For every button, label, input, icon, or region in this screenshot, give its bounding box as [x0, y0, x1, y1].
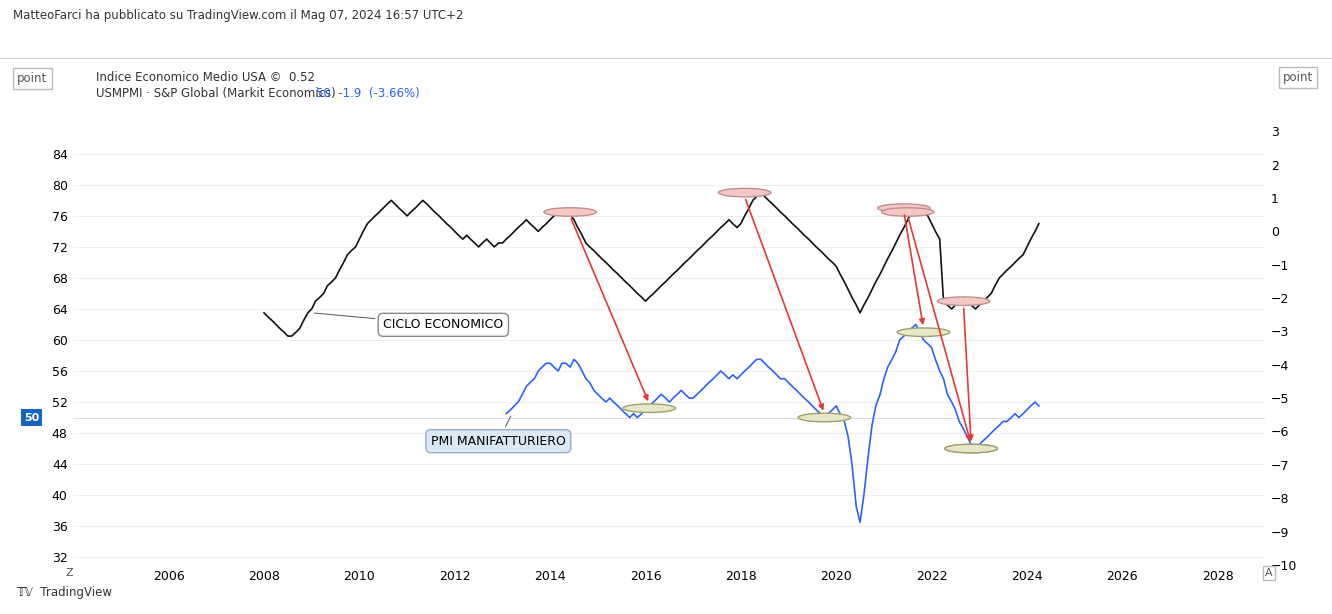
Text: 50: 50 — [24, 413, 39, 422]
Circle shape — [938, 297, 990, 305]
Circle shape — [882, 208, 934, 216]
Text: point: point — [17, 72, 48, 85]
Circle shape — [944, 445, 998, 453]
Circle shape — [898, 328, 950, 336]
Text: MatteoFarci ha pubblicato su TradingView.com il Mag 07, 2024 16:57 UTC+2: MatteoFarci ha pubblicato su TradingView… — [13, 9, 464, 22]
Circle shape — [718, 188, 771, 197]
Text: A: A — [1265, 568, 1273, 578]
Text: 50  -1.9  (-3.66%): 50 -1.9 (-3.66%) — [316, 87, 420, 100]
Text: USMPMI · S&P Global (Markit Economics): USMPMI · S&P Global (Markit Economics) — [96, 87, 340, 100]
Circle shape — [623, 404, 675, 413]
Circle shape — [543, 208, 597, 216]
Text: PMI MANIFATTURIERO: PMI MANIFATTURIERO — [432, 416, 566, 448]
Text: Indice Economico Medio USA ©  0.52: Indice Economico Medio USA © 0.52 — [96, 71, 314, 84]
Text: Z: Z — [65, 568, 73, 578]
Circle shape — [944, 445, 998, 453]
Circle shape — [798, 413, 851, 422]
Text: CICLO ECONOMICO: CICLO ECONOMICO — [314, 313, 503, 332]
Text: 𝕋𝕍  TradingView: 𝕋𝕍 TradingView — [16, 586, 112, 599]
Circle shape — [878, 204, 930, 212]
Text: point: point — [1283, 71, 1313, 84]
